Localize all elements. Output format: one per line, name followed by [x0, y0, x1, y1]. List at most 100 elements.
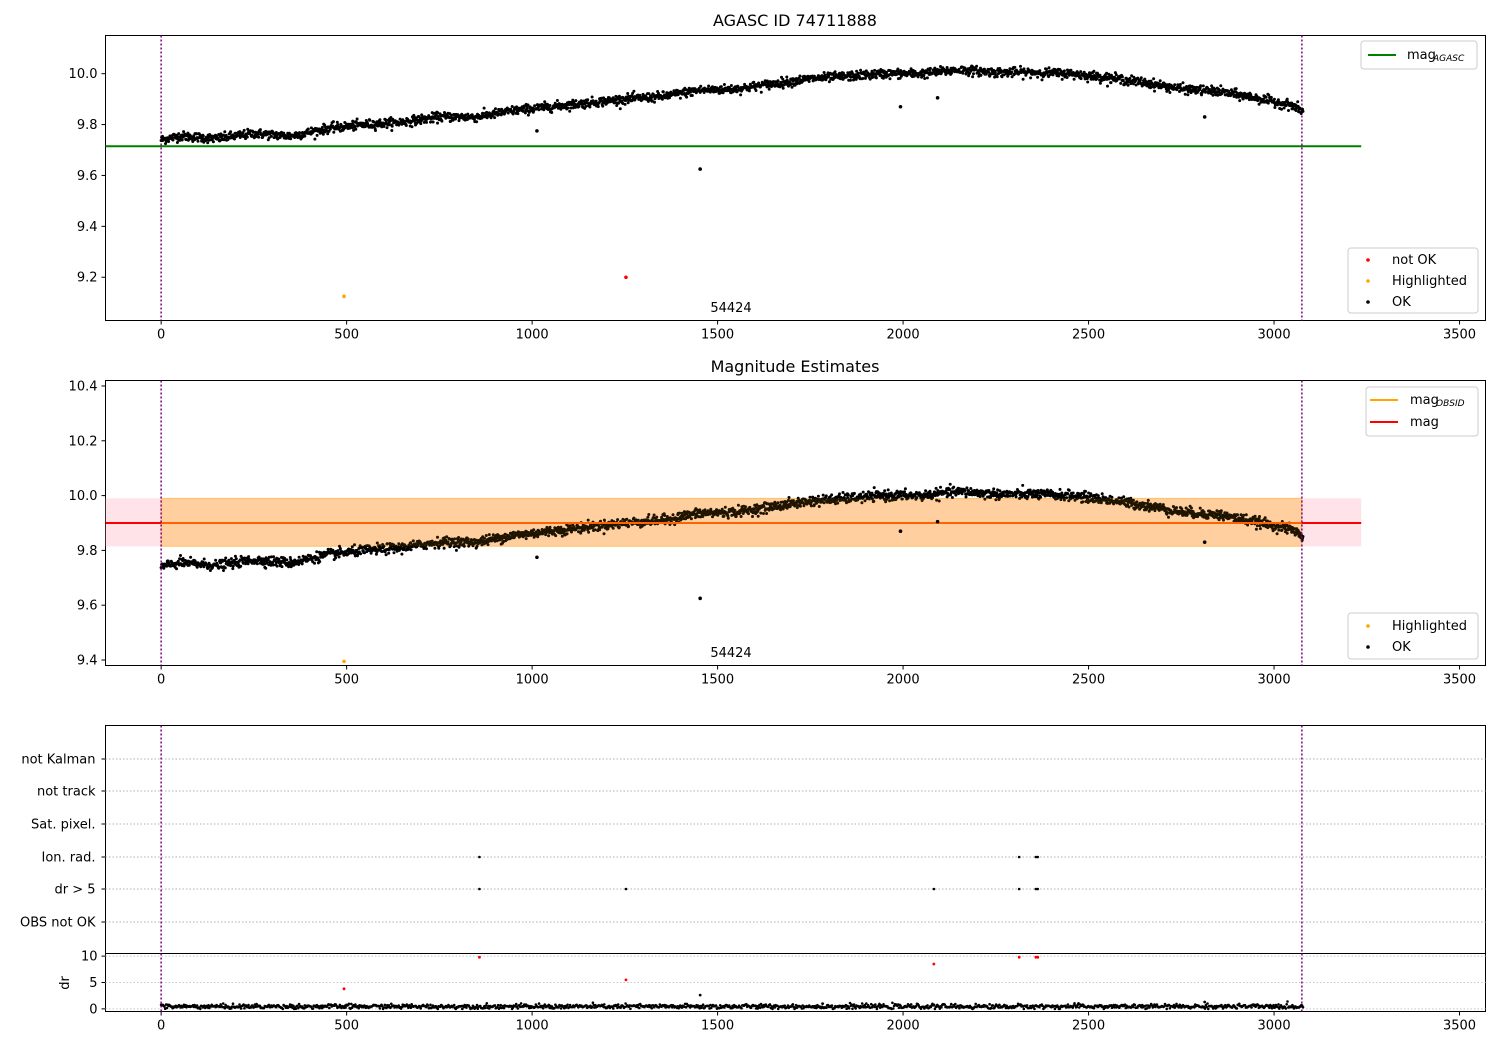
ok-data-point: [615, 104, 619, 107]
ok-data-point: [849, 75, 853, 79]
ok-data-point: [246, 127, 250, 131]
ok-data-point: [954, 493, 958, 497]
ok-data-point: [939, 485, 942, 489]
ok-data-point: [195, 132, 199, 136]
ok-data-point: [964, 495, 968, 499]
ok-data-point: [568, 109, 572, 113]
x-tick-label: 2500: [1072, 328, 1105, 343]
ok-data-point: [660, 97, 664, 101]
ok-data-point: [1121, 78, 1125, 82]
ok-data-point: [1069, 68, 1073, 72]
panel-1-title: AGASC ID 74711888: [713, 11, 877, 30]
ok-data-point: [821, 493, 825, 497]
ok-data-point: [971, 75, 975, 79]
ok-data-point: [196, 139, 200, 143]
ok-data-point: [335, 120, 339, 124]
x-tick-label: 3500: [1443, 673, 1476, 688]
ok-data-point: [967, 489, 971, 493]
ok-data-point: [229, 557, 233, 561]
ok-data-point: [781, 86, 785, 90]
ok-data-point: [289, 137, 293, 141]
ok-data-point: [719, 85, 723, 89]
x-tick-label: 0: [157, 673, 165, 688]
ok-data-point: [1047, 75, 1051, 79]
ok-data-point: [1216, 93, 1220, 97]
ok-data-point: [1106, 84, 1109, 88]
ok-data-point: [566, 106, 570, 110]
ok-data-point: [596, 105, 600, 109]
ok-data-point: [729, 84, 733, 87]
ok-data-point: [1130, 74, 1134, 78]
ok-data-point: [838, 492, 841, 496]
ok-data-point: [861, 490, 865, 494]
ok-data-point: [425, 120, 428, 124]
ok-data-point: [309, 126, 313, 130]
ok-data-point: [963, 489, 967, 492]
ok-data-point: [516, 112, 520, 116]
ok-data-point: [1287, 109, 1290, 112]
ok-data-point: [526, 103, 530, 107]
ok-data-point: [509, 108, 513, 111]
ok-data-point: [855, 69, 859, 73]
ok-data-point: [175, 141, 179, 144]
ok-data-point: [661, 90, 665, 94]
ok-data-point: [1181, 81, 1185, 85]
ok-data-point: [1158, 79, 1162, 83]
ok-data-point: [180, 138, 184, 142]
ok-data-point: [284, 136, 288, 140]
ok-data-point: [925, 76, 929, 80]
ok-data-point: [969, 487, 973, 490]
ok-data-point: [896, 67, 900, 71]
ok-data-point: [1086, 80, 1090, 84]
ok-data-point: [315, 133, 319, 137]
ok-data-point: [859, 68, 863, 72]
ok-data-point: [699, 84, 703, 88]
ok-data-point: [975, 64, 979, 68]
ok-data-point: [372, 120, 376, 124]
ok-data-point: [164, 142, 167, 146]
ok-data-point: [233, 137, 236, 141]
ok-data-point: [543, 100, 547, 104]
ok-data-point: [1139, 76, 1143, 80]
ok-data-point: [457, 119, 461, 123]
ok-data-point: [1238, 99, 1242, 103]
series-point-ok: [698, 167, 702, 171]
ok-data-point: [888, 77, 892, 81]
x-tick-label: 500: [334, 673, 359, 688]
ok-data-point: [404, 124, 408, 127]
ok-data-point: [247, 555, 251, 559]
ok-data-point: [1100, 492, 1104, 496]
ok-data-point: [885, 70, 888, 74]
ok-data-point: [916, 75, 920, 79]
ok-data-point: [490, 114, 494, 118]
ok-data-point: [1296, 100, 1300, 104]
ok-data-point: [355, 121, 359, 125]
ok-data-point: [282, 131, 286, 135]
ok-data-point: [1126, 83, 1130, 87]
ok-data-point: [492, 110, 496, 114]
ok-data-point: [995, 75, 999, 79]
ok-data-point: [318, 560, 322, 564]
ok-data-point: [1071, 491, 1075, 495]
ok-data-point: [611, 96, 615, 100]
ok-data-point: [993, 71, 997, 75]
ok-data-point: [222, 569, 225, 572]
ok-data-point: [466, 112, 470, 116]
ok-data-point: [177, 132, 181, 136]
ok-data-point: [1206, 86, 1210, 90]
ok-data-point: [211, 140, 215, 144]
ok-data-point: [1047, 66, 1051, 70]
ok-data-point: [722, 83, 726, 86]
ok-data-point: [287, 131, 291, 135]
ok-data-point: [1077, 72, 1081, 76]
ok-data-point: [979, 73, 983, 77]
ok-data-point: [599, 99, 603, 103]
ok-data-point: [1029, 76, 1033, 80]
ok-data-point: [258, 128, 262, 132]
ok-data-point: [678, 96, 682, 100]
ok-data-point: [754, 89, 758, 92]
x-tick-label: 1000: [516, 328, 549, 343]
ok-data-point: [355, 117, 359, 121]
ok-data-point: [928, 66, 932, 70]
ok-data-point: [1264, 95, 1268, 99]
